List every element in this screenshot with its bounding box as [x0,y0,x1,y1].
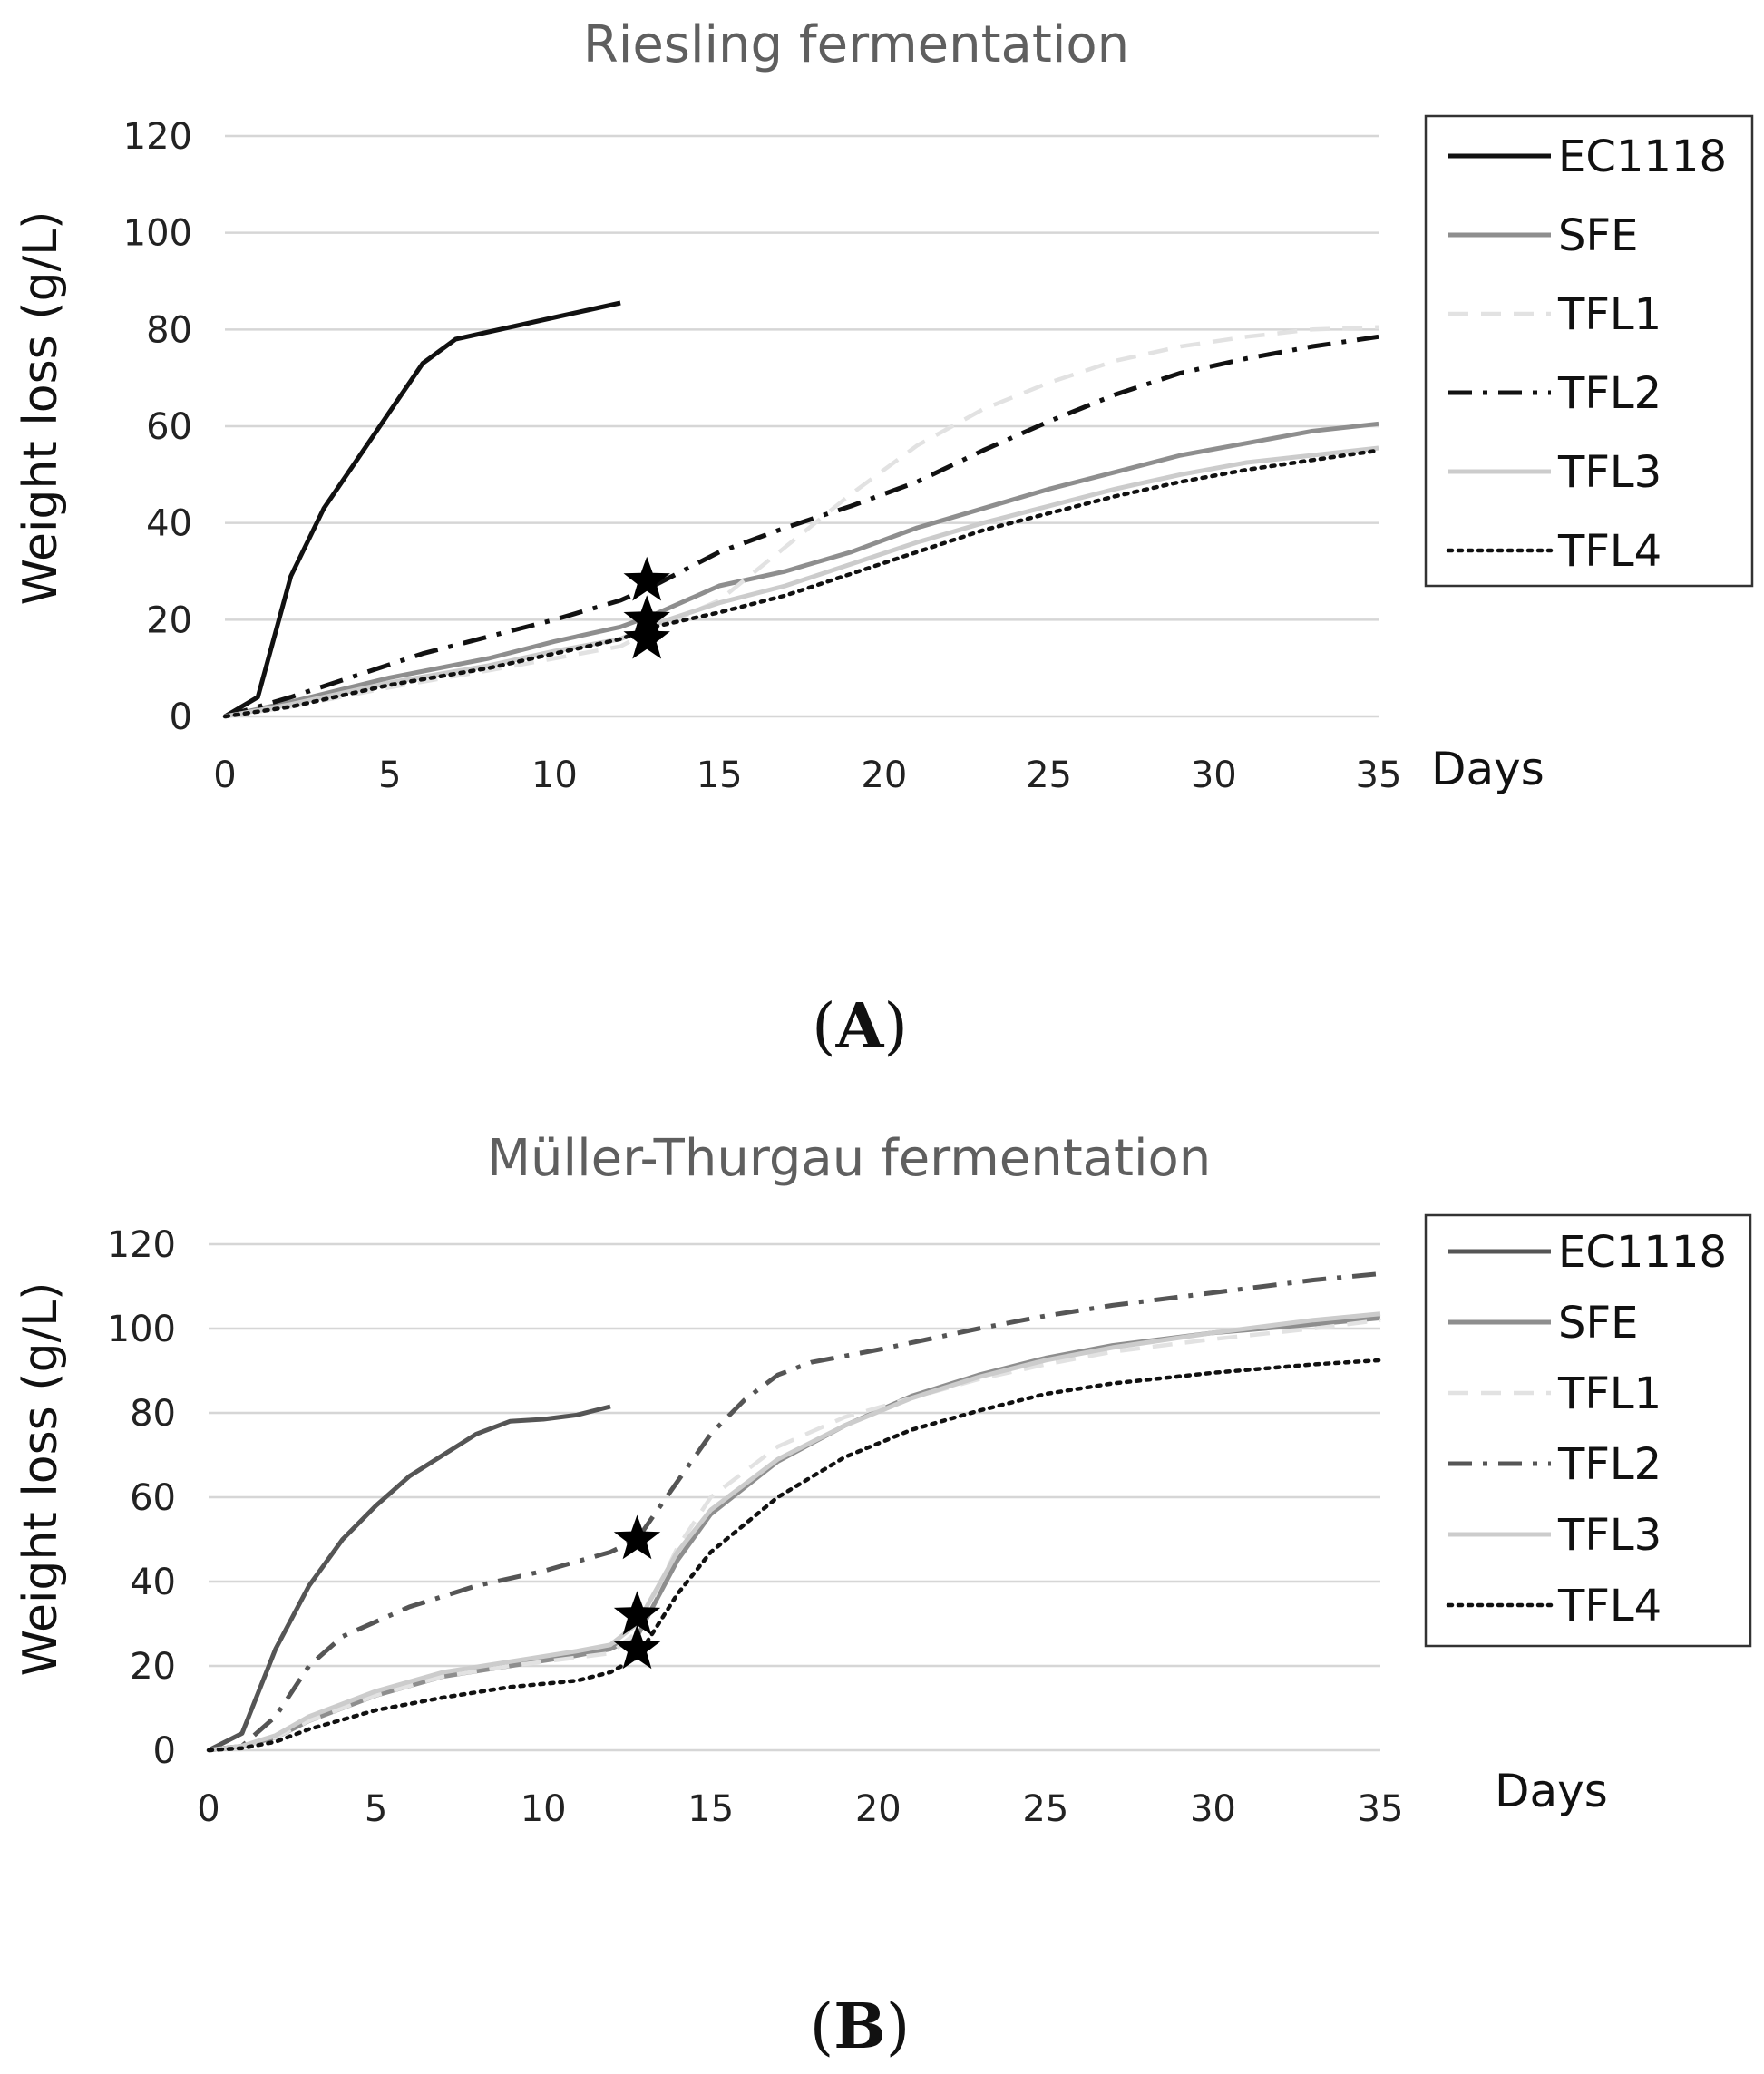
legend: EC1118 SFE TFL1 TFL2 TFL3 TFL4 [1424,114,1754,588]
x-tick-label: 5 [378,755,401,796]
y-tick-label: 80 [146,309,192,351]
y-tick-label: 0 [170,696,192,738]
star-marker [623,614,670,659]
chart-b: Müller-Thurgau fermentation0204060801001… [14,1129,1752,2063]
x-tick-label: 20 [855,1788,901,1830]
x-axis-label: Days [1431,743,1545,795]
y-tick-label: 60 [146,406,192,448]
panel-paren-open: ( [810,1991,834,2063]
legend-label-tfl3: TFL3 [1557,1510,1662,1561]
y-tick-label: 80 [130,1393,176,1435]
panel-paren-close: ) [883,991,908,1063]
series-line-tfl2 [224,334,1379,719]
y-tick-label: 100 [107,1309,176,1350]
series-line-tfl4 [206,1358,1383,1753]
legend-box [1424,1213,1752,1648]
legend-label-ec1118: EC1118 [1558,1227,1727,1278]
panel-paren-open: ( [812,991,836,1063]
panel-paren-close: ) [886,1991,911,2063]
x-tick-label: 25 [1026,755,1072,796]
x-tick-label: 30 [1191,755,1237,796]
x-tick-label: 0 [197,1788,219,1830]
star-marker [613,1624,661,1670]
series-line-sfe [208,1315,1381,1753]
chart-a: Riesling fermentation 0 20 40 60 80 100 120 0 5 10… [14,15,1754,1063]
legend-label-tfl1: TFL1 [1557,1368,1662,1419]
legend-label-tfl2: TFL2 [1557,1439,1662,1490]
y-tick-label: 40 [146,503,192,545]
x-tick-label: 35 [1356,755,1402,796]
legend-label-tfl3: TFL3 [1557,447,1662,498]
y-tick-label: 40 [130,1562,176,1603]
y-tick-label: 120 [123,116,192,158]
y-tick-label: 120 [107,1224,176,1266]
y-tick-label: 0 [153,1730,176,1772]
series-line-sfe [224,421,1379,719]
chart-title: Riesling fermentation [583,15,1129,74]
legend-label-tfl2: TFL2 [1557,368,1662,419]
series-line-tfl1 [224,325,1379,719]
y-tick-label: 100 [123,213,192,255]
legend: EC1118 SFE TFL1 TFL2 TFL3 TFL4 [1424,1213,1752,1648]
legend-label-ec1118: EC1118 [1558,131,1727,182]
x-tick-label: 5 [365,1788,387,1830]
chart-title: Müller-Thurgau fermentation [487,1129,1212,1188]
y-tick-label: 20 [146,599,192,641]
x-tick-label: 10 [521,1788,567,1830]
panel-label: (A) [812,990,908,1063]
legend-label-tfl4: TFL4 [1557,1581,1662,1631]
x-tick-label: 30 [1190,1788,1236,1830]
legend-label-sfe: SFE [1558,1298,1638,1349]
panel-letter: A [835,990,885,1063]
x-tick-label: 35 [1358,1788,1404,1830]
legend-box [1424,114,1754,588]
x-tick-label: 10 [531,755,578,796]
panel-label: (B) [810,1991,911,2063]
series-line-ec1118 [223,300,621,719]
legend-label-tfl1: TFL1 [1557,289,1662,340]
series-line-tfl3 [224,445,1379,719]
series-line-tfl3 [208,1311,1381,1753]
legend-label-tfl4: TFL4 [1557,526,1662,577]
x-tick-label: 20 [861,755,907,796]
star-marker [623,556,670,601]
star-marker [613,1591,661,1635]
series-line-tfl2 [208,1271,1381,1753]
y-tick-label: 60 [130,1477,176,1519]
x-tick-label: 0 [213,755,236,796]
x-tick-label: 15 [687,1788,734,1830]
x-axis-label: Days [1495,1765,1608,1817]
star-marker [613,1514,661,1560]
x-tick-label: 15 [697,755,743,796]
y-axis-label: Weight loss (g/L) [14,211,68,606]
series-line-tfl4 [222,448,1381,719]
y-axis-label: Weight loss (g/L) [14,1282,68,1677]
panel-letter: B [833,1991,885,2063]
y-tick-label: 20 [130,1646,176,1688]
legend-label-sfe: SFE [1558,210,1638,261]
series-line-ec1118 [207,1404,611,1753]
x-tick-label: 25 [1022,1788,1068,1830]
series-line-tfl1 [208,1318,1381,1753]
